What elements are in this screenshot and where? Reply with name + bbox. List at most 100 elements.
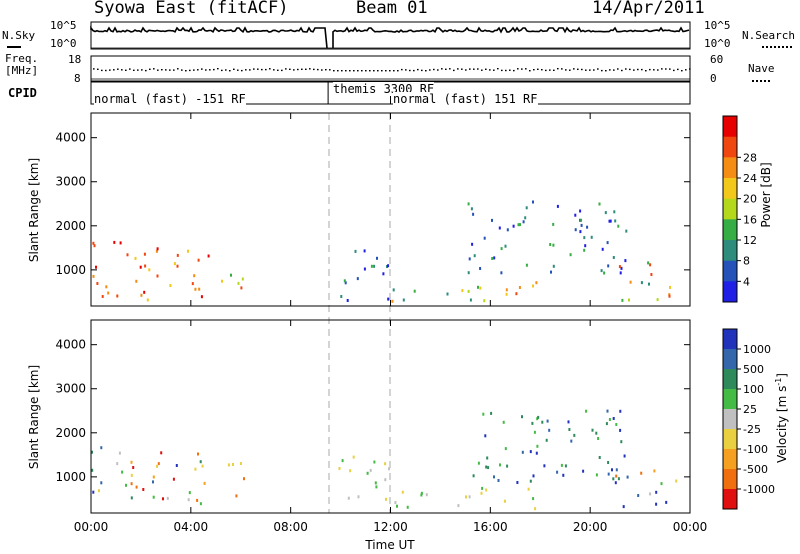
heatmap-cell bbox=[354, 249, 357, 253]
heatmap-cell bbox=[614, 219, 617, 223]
heatmap-cell bbox=[369, 468, 372, 472]
freq-dot bbox=[673, 69, 675, 72]
heatmap-cell bbox=[341, 459, 344, 463]
heatmap-cell bbox=[135, 279, 138, 283]
heatmap-cell bbox=[485, 465, 488, 469]
freq-dot bbox=[117, 68, 119, 70]
heatmap-cell bbox=[125, 483, 127, 487]
heatmap-cell bbox=[156, 274, 159, 278]
freq-panel-frame bbox=[90, 55, 691, 82]
x-tick-label: 08:00 bbox=[273, 520, 308, 534]
heatmap-cell bbox=[618, 265, 621, 269]
heatmap-cell bbox=[609, 219, 612, 223]
heatmap-cell bbox=[241, 277, 244, 281]
heatmap-cell bbox=[175, 464, 178, 467]
cpid-label: CPID bbox=[8, 86, 37, 100]
heatmap-cell bbox=[491, 257, 494, 260]
freq-dot bbox=[461, 68, 463, 70]
heatmap-cell bbox=[240, 286, 243, 290]
freq-dot bbox=[337, 70, 339, 72]
freq-dot bbox=[397, 70, 399, 72]
colorbar-swatch bbox=[723, 178, 737, 200]
heatmap-cell bbox=[173, 262, 176, 266]
colorbar-swatch bbox=[723, 198, 737, 220]
heatmap-cell bbox=[640, 281, 643, 285]
colorbar-swatch bbox=[723, 349, 737, 370]
freq-dot bbox=[513, 69, 515, 72]
colorbar-swatch bbox=[723, 136, 737, 158]
heatmap-cell bbox=[505, 288, 508, 292]
heatmap-cell bbox=[552, 243, 555, 247]
freq-dot bbox=[489, 69, 491, 71]
freq-unit: [MHz] bbox=[5, 64, 39, 77]
heatmap-cell bbox=[529, 479, 532, 483]
heatmap-cell bbox=[366, 471, 369, 475]
heatmap-cell bbox=[503, 499, 506, 503]
colorbar-swatch bbox=[723, 281, 737, 303]
freq-dot bbox=[669, 68, 671, 70]
freq-dot bbox=[417, 68, 419, 71]
heatmap-cell bbox=[472, 474, 475, 478]
heatmap-cell bbox=[376, 256, 378, 260]
freq-trace bbox=[93, 68, 691, 72]
heatmap-cell bbox=[601, 247, 604, 251]
heatmap-cell bbox=[406, 505, 409, 509]
heatmap-cell bbox=[582, 469, 585, 473]
heatmap-cell bbox=[479, 267, 482, 270]
freq-dot bbox=[229, 70, 231, 72]
freq-dot bbox=[413, 69, 415, 72]
heatmap-cell bbox=[640, 471, 643, 475]
freq-dot bbox=[377, 70, 379, 72]
freq-dot bbox=[597, 68, 599, 70]
heatmap-cell bbox=[595, 473, 598, 477]
heatmap-cell bbox=[498, 226, 501, 230]
freq-dot bbox=[617, 68, 619, 70]
heatmap-cell bbox=[391, 299, 394, 303]
freq-dot bbox=[125, 69, 127, 71]
freq-dot bbox=[409, 69, 411, 72]
freq-dot bbox=[609, 69, 611, 71]
heatmap-cell bbox=[552, 264, 555, 268]
heatmap-cell bbox=[388, 467, 390, 471]
freq-dot bbox=[329, 69, 331, 71]
heatmap-cell bbox=[457, 504, 460, 508]
heatmap-cell bbox=[597, 437, 600, 440]
heatmap-cell bbox=[194, 287, 197, 291]
heatmap-cell bbox=[482, 412, 485, 416]
freq-dot bbox=[573, 68, 575, 70]
freq-dot bbox=[141, 69, 143, 71]
freq-dot bbox=[605, 70, 607, 72]
colorbar-tick-label: 12 bbox=[743, 234, 757, 247]
heatmap-cell bbox=[413, 289, 416, 293]
heatmap-cell bbox=[617, 224, 620, 228]
heatmap-cell bbox=[143, 252, 146, 256]
freq-dot bbox=[373, 70, 375, 72]
heatmap-cell bbox=[468, 495, 471, 499]
freq-dot bbox=[353, 70, 355, 72]
freq-dot bbox=[545, 69, 547, 72]
heatmap-cell bbox=[556, 204, 559, 208]
heatmap-cell bbox=[465, 495, 467, 499]
heatmap-cell bbox=[619, 409, 622, 413]
freq-dot bbox=[685, 69, 687, 71]
freq-dot bbox=[361, 70, 363, 72]
freq-dot bbox=[681, 70, 683, 72]
freq-dot bbox=[649, 68, 651, 71]
heatmap-cell bbox=[471, 242, 474, 246]
colorbar-swatch bbox=[723, 409, 737, 430]
freq-dot bbox=[113, 69, 115, 71]
heatmap-cell bbox=[370, 264, 373, 268]
heatmap-cell bbox=[583, 248, 586, 252]
y-tick-label: 3000 bbox=[55, 382, 86, 396]
freq-dot bbox=[209, 69, 211, 71]
heatmap-cell bbox=[176, 253, 179, 257]
nave-legend-line bbox=[752, 80, 770, 82]
heatmap-cell bbox=[130, 482, 133, 486]
heatmap-cell bbox=[541, 420, 544, 424]
heatmap-cell bbox=[340, 295, 343, 298]
heatmap-cell bbox=[532, 474, 535, 478]
heatmap-cell bbox=[490, 411, 493, 415]
heatmap-cell bbox=[113, 240, 116, 244]
nsky-label: N.Sky bbox=[2, 29, 36, 42]
heatmap-cell bbox=[425, 493, 428, 497]
